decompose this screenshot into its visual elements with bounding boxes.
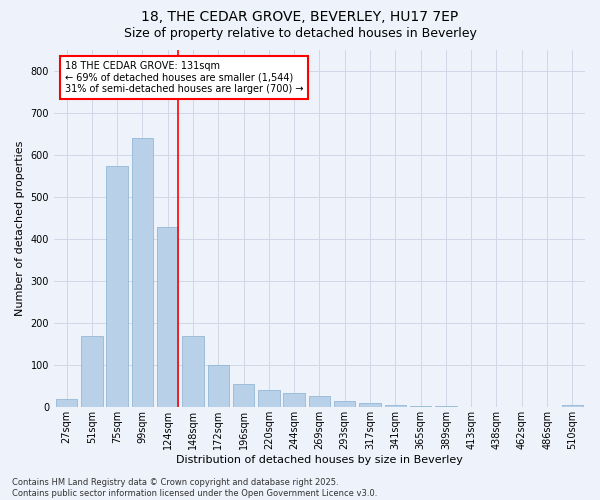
Text: Contains HM Land Registry data © Crown copyright and database right 2025.
Contai: Contains HM Land Registry data © Crown c…	[12, 478, 377, 498]
Bar	[283, 392, 305, 407]
Bar	[385, 405, 406, 407]
Bar	[562, 405, 583, 407]
Text: Size of property relative to detached houses in Beverley: Size of property relative to detached ho…	[124, 28, 476, 40]
Bar	[233, 384, 254, 407]
Bar	[258, 390, 280, 407]
Bar	[359, 403, 381, 407]
Y-axis label: Number of detached properties: Number of detached properties	[15, 141, 25, 316]
Bar	[208, 366, 229, 408]
Bar	[435, 406, 457, 408]
Bar	[410, 406, 431, 407]
Text: 18, THE CEDAR GROVE, BEVERLEY, HU17 7EP: 18, THE CEDAR GROVE, BEVERLEY, HU17 7EP	[142, 10, 458, 24]
Bar	[334, 401, 355, 407]
X-axis label: Distribution of detached houses by size in Beverley: Distribution of detached houses by size …	[176, 455, 463, 465]
Bar	[106, 166, 128, 408]
Bar	[157, 226, 178, 408]
Bar	[131, 138, 153, 407]
Text: 18 THE CEDAR GROVE: 131sqm
← 69% of detached houses are smaller (1,544)
31% of s: 18 THE CEDAR GROVE: 131sqm ← 69% of deta…	[65, 60, 303, 94]
Bar	[56, 399, 77, 407]
Bar	[81, 336, 103, 407]
Bar	[182, 336, 204, 407]
Bar	[309, 396, 330, 407]
